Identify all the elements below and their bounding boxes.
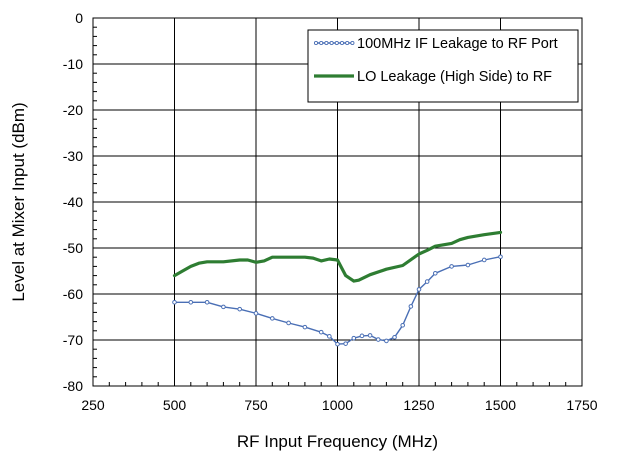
y-tick-labels: 0 -10 -20 -30 -40 -50 -60 -70 -80 [63,10,83,394]
legend-marker [329,40,334,46]
plot-area-frame [92,17,583,387]
series-lo-leakage-line [172,230,503,283]
legend-marker [319,40,324,46]
y-tick-label: 0 [75,10,83,26]
series-if-leakage-point [302,324,308,330]
series-if-leakage-point [351,335,357,341]
y-tick-label: -70 [63,332,83,348]
series-if-leakage-point [375,337,381,342]
x-tick-label: 750 [244,397,268,413]
x-tick-label: 1250 [403,397,434,413]
series-if-leakage-point [359,333,365,339]
series-if-leakage-point [343,341,348,346]
y-tick-label: -60 [63,286,83,302]
series-if-leakage-point [188,299,194,305]
series-if-leakage-line [174,256,501,345]
x-tick-label: 250 [81,397,105,413]
series-if-leakage-point [433,271,438,276]
y-tick-label: -30 [63,148,83,164]
x-axis-title: RF Input Frequency (MHz) [237,432,438,451]
x-tick-label: 1500 [485,397,516,413]
y-tick-label: -50 [63,240,83,256]
series-if-leakage-point [498,254,503,260]
legend-label-if-leakage: 100MHz IF Leakage to RF Port [357,36,558,52]
legend-marker [345,40,350,46]
legend-marker [324,40,329,46]
series-if-leakage-point [327,334,332,339]
x-tick-label: 1000 [322,397,353,413]
x-tick-label: 1750 [566,397,597,413]
series-if-leakage-point [335,341,340,347]
series-if-leakage-point [367,333,373,338]
series-if-leakage-point [481,257,487,263]
series-layer [172,230,503,347]
series-if-leakage-point [465,262,471,268]
series-if-leakage-point [204,299,210,305]
y-axis-title: Level at Mixer Input (dBm) [9,102,28,301]
minor-ticks [92,17,583,387]
series-if-leakage-point [384,338,389,344]
series-if-leakage-point [172,299,177,305]
series-if-leakage-point [416,287,422,292]
series-if-leakage-point [286,320,291,326]
legend-marker [339,40,345,46]
series-if-leakage-point [318,329,324,335]
series-if-leakage-markers [172,254,503,347]
series-if-leakage-point [253,311,259,316]
legend: 100MHz IF Leakage to RF Port LO Leakage … [307,29,579,103]
legend-marker [313,40,319,46]
legend-swatch-markers [313,40,355,46]
y-tick-label: -20 [63,102,83,118]
series-if-leakage-point [237,306,242,312]
series-if-leakage-point [424,279,430,284]
series-if-leakage-point [221,304,226,310]
y-tick-label: -40 [63,194,83,210]
series-if-leakage-point [270,316,275,321]
legend-marker [334,40,339,46]
series-if-leakage-point [408,304,414,309]
series-if-leakage-point [449,264,454,269]
y-tick-label: -10 [63,56,83,72]
legend-marker [350,40,355,46]
y-tick-label: -80 [63,378,83,394]
x-tick-labels: 250 500 750 1000 1250 1500 1750 [81,397,597,413]
series-if-leakage-point [392,334,397,340]
series-if-leakage-point [400,322,406,328]
legend-label-lo-leakage: LO Leakage (High Side) to RF [357,69,552,85]
x-tick-label: 500 [163,397,187,413]
